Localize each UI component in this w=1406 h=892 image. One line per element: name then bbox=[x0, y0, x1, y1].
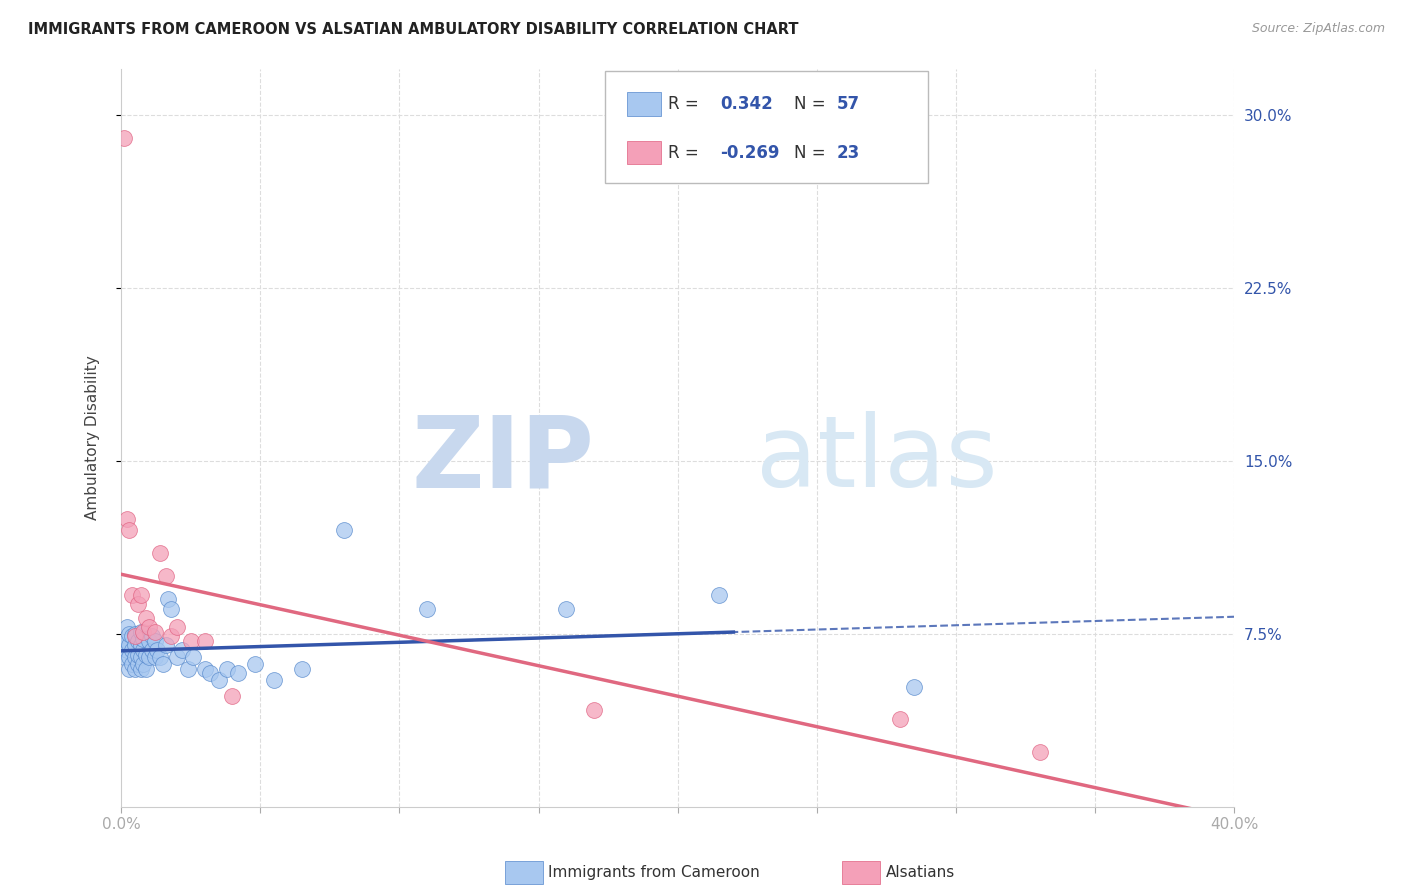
Point bbox=[138, 620, 160, 634]
Point bbox=[143, 650, 166, 665]
Point bbox=[124, 650, 146, 665]
Point bbox=[180, 633, 202, 648]
Text: atlas: atlas bbox=[755, 411, 997, 508]
Point bbox=[129, 639, 152, 653]
Point bbox=[135, 661, 157, 675]
Text: N =: N = bbox=[794, 95, 831, 113]
Point bbox=[121, 629, 143, 643]
Point bbox=[333, 523, 356, 537]
Point bbox=[215, 661, 238, 675]
Point bbox=[132, 657, 155, 671]
Point bbox=[121, 643, 143, 657]
Text: 0.342: 0.342 bbox=[720, 95, 773, 113]
Text: N =: N = bbox=[794, 144, 831, 161]
Point bbox=[221, 690, 243, 704]
Text: Source: ZipAtlas.com: Source: ZipAtlas.com bbox=[1251, 22, 1385, 36]
Point bbox=[1028, 745, 1050, 759]
Point bbox=[198, 666, 221, 681]
Point bbox=[160, 601, 183, 615]
Point bbox=[124, 629, 146, 643]
Point bbox=[160, 629, 183, 643]
Text: 23: 23 bbox=[837, 144, 860, 161]
Point bbox=[121, 657, 143, 671]
Point bbox=[555, 601, 578, 615]
Point bbox=[141, 629, 163, 643]
Point bbox=[135, 611, 157, 625]
Text: Alsatians: Alsatians bbox=[886, 865, 955, 880]
Text: IMMIGRANTS FROM CAMEROON VS ALSATIAN AMBULATORY DISABILITY CORRELATION CHART: IMMIGRANTS FROM CAMEROON VS ALSATIAN AMB… bbox=[28, 22, 799, 37]
Point bbox=[124, 639, 146, 653]
Point bbox=[166, 620, 188, 634]
Point bbox=[709, 588, 731, 602]
Point bbox=[141, 643, 163, 657]
Y-axis label: Ambulatory Disability: Ambulatory Disability bbox=[86, 355, 100, 520]
Point bbox=[152, 657, 174, 671]
Point bbox=[121, 588, 143, 602]
Point bbox=[118, 650, 141, 665]
Point bbox=[172, 643, 194, 657]
Point bbox=[132, 643, 155, 657]
Point bbox=[118, 523, 141, 537]
Point bbox=[194, 633, 217, 648]
Point bbox=[132, 624, 155, 639]
Point bbox=[127, 597, 149, 611]
Text: 57: 57 bbox=[837, 95, 859, 113]
Text: Immigrants from Cameroon: Immigrants from Cameroon bbox=[548, 865, 761, 880]
Point bbox=[155, 639, 177, 653]
Point bbox=[115, 643, 138, 657]
Point bbox=[127, 657, 149, 671]
Point bbox=[157, 592, 180, 607]
Point bbox=[124, 627, 146, 641]
Point bbox=[146, 643, 169, 657]
Point bbox=[149, 650, 172, 665]
Point bbox=[226, 666, 249, 681]
Point bbox=[194, 661, 217, 675]
Point bbox=[127, 648, 149, 662]
Point bbox=[149, 546, 172, 560]
Point bbox=[112, 639, 135, 653]
Point bbox=[143, 633, 166, 648]
Text: ZIP: ZIP bbox=[412, 411, 595, 508]
Point bbox=[129, 624, 152, 639]
Point bbox=[291, 661, 314, 675]
Point bbox=[112, 650, 135, 665]
Point bbox=[166, 650, 188, 665]
Point bbox=[263, 673, 285, 687]
Point bbox=[143, 624, 166, 639]
Text: -0.269: -0.269 bbox=[720, 144, 779, 161]
Point bbox=[115, 620, 138, 634]
Point bbox=[889, 712, 911, 726]
Point bbox=[416, 601, 439, 615]
Point bbox=[155, 569, 177, 583]
Point bbox=[132, 632, 155, 646]
Point bbox=[127, 633, 149, 648]
Point bbox=[115, 633, 138, 648]
Point bbox=[243, 657, 266, 671]
Point bbox=[129, 661, 152, 675]
Point bbox=[115, 511, 138, 525]
Point bbox=[183, 650, 205, 665]
Point bbox=[903, 680, 925, 694]
Point bbox=[118, 661, 141, 675]
Point bbox=[177, 661, 200, 675]
Point bbox=[129, 650, 152, 665]
Point bbox=[129, 588, 152, 602]
Point bbox=[207, 673, 229, 687]
Text: R =: R = bbox=[668, 95, 709, 113]
Point bbox=[583, 703, 606, 717]
Point bbox=[118, 627, 141, 641]
Point bbox=[112, 130, 135, 145]
Point bbox=[124, 661, 146, 675]
Text: R =: R = bbox=[668, 144, 704, 161]
Point bbox=[138, 650, 160, 665]
Point bbox=[138, 633, 160, 648]
Point bbox=[118, 639, 141, 653]
Point bbox=[135, 648, 157, 662]
